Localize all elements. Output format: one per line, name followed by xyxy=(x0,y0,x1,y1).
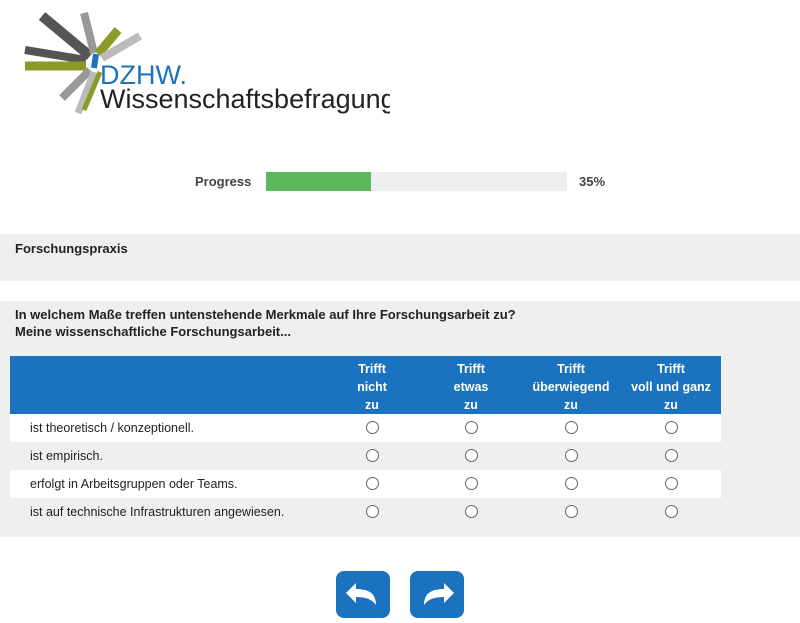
row-label: ist auf technische Infrastrukturen angew… xyxy=(30,505,285,519)
radio-button[interactable] xyxy=(565,477,578,490)
radio-button[interactable] xyxy=(465,421,478,434)
logo-brand: DZHW. xyxy=(100,60,187,90)
progress-track xyxy=(266,172,567,191)
radio-button[interactable] xyxy=(366,477,379,490)
table-body: ist theoretisch / konzeptionell. ist empi… xyxy=(10,414,721,526)
column-header-line: Trifft xyxy=(557,362,585,376)
column-header: Trifft überwiegend zu xyxy=(521,360,621,414)
logo-subtitle: Wissenschaftsbefragung xyxy=(100,84,390,114)
radio-button[interactable] xyxy=(465,449,478,462)
row-label: erfolgt in Arbeitsgruppen oder Teams. xyxy=(30,477,238,491)
radio-button[interactable] xyxy=(665,421,678,434)
radio-button[interactable] xyxy=(665,449,678,462)
forward-button[interactable] xyxy=(410,571,464,618)
question-text: In welchem Maße treffen untenstehende Me… xyxy=(15,307,516,322)
radio-button[interactable] xyxy=(366,505,379,518)
matrix-table: Trifft nicht zu Trifft etwas zu Trifft überwieg… xyxy=(10,356,721,526)
column-header-line: zu xyxy=(464,398,478,412)
column-header: Trifft etwas zu xyxy=(421,360,521,414)
back-icon xyxy=(346,583,376,605)
forward-icon xyxy=(424,583,454,605)
radio-button[interactable] xyxy=(366,421,379,434)
row-label: ist empirisch. xyxy=(30,449,103,463)
radio-button[interactable] xyxy=(565,449,578,462)
radio-button[interactable] xyxy=(565,421,578,434)
back-button[interactable] xyxy=(336,571,390,618)
radio-button[interactable] xyxy=(665,477,678,490)
column-header: Trifft nicht zu xyxy=(322,360,422,414)
section-title: Forschungspraxis xyxy=(15,241,128,256)
column-header-line: Trifft xyxy=(358,362,386,376)
table-row: ist auf technische Infrastrukturen angew… xyxy=(10,498,721,526)
radio-button[interactable] xyxy=(366,449,379,462)
section-header: Forschungspraxis xyxy=(0,234,800,281)
column-header-line: nicht xyxy=(357,380,387,394)
column-header-line: voll und ganz xyxy=(631,380,711,394)
column-header-line: überwiegend xyxy=(532,380,610,394)
column-header-line: Trifft xyxy=(657,362,685,376)
radio-button[interactable] xyxy=(465,505,478,518)
column-header-line: Trifft xyxy=(457,362,485,376)
radio-button[interactable] xyxy=(665,505,678,518)
radio-button[interactable] xyxy=(565,505,578,518)
table-row: ist empirisch. xyxy=(10,442,721,470)
table-row: erfolgt in Arbeitsgruppen oder Teams. xyxy=(10,470,721,498)
progress-value: 35% xyxy=(579,174,606,189)
logo: DZHW. Wissenschaftsbefragung xyxy=(24,12,390,115)
radio-button[interactable] xyxy=(465,477,478,490)
question-text: Meine wissenschaftliche Forschungsarbeit… xyxy=(15,324,291,339)
row-label: ist theoretisch / konzeptionell. xyxy=(30,421,194,435)
table-header: Trifft nicht zu Trifft etwas zu Trifft überwieg… xyxy=(10,356,721,414)
logo-rays xyxy=(24,12,143,115)
column-header-line: zu xyxy=(664,398,678,412)
column-header: Trifft voll und ganz zu xyxy=(621,360,721,414)
question-panel: In welchem Maße treffen untenstehende Me… xyxy=(0,301,800,537)
column-header-line: etwas xyxy=(453,380,489,394)
progress-fill xyxy=(266,172,372,191)
table-row: ist theoretisch / konzeptionell. xyxy=(10,414,721,442)
column-header-line: zu xyxy=(365,398,379,412)
progress-label: Progress xyxy=(195,174,252,189)
column-header-line: zu xyxy=(564,398,578,412)
